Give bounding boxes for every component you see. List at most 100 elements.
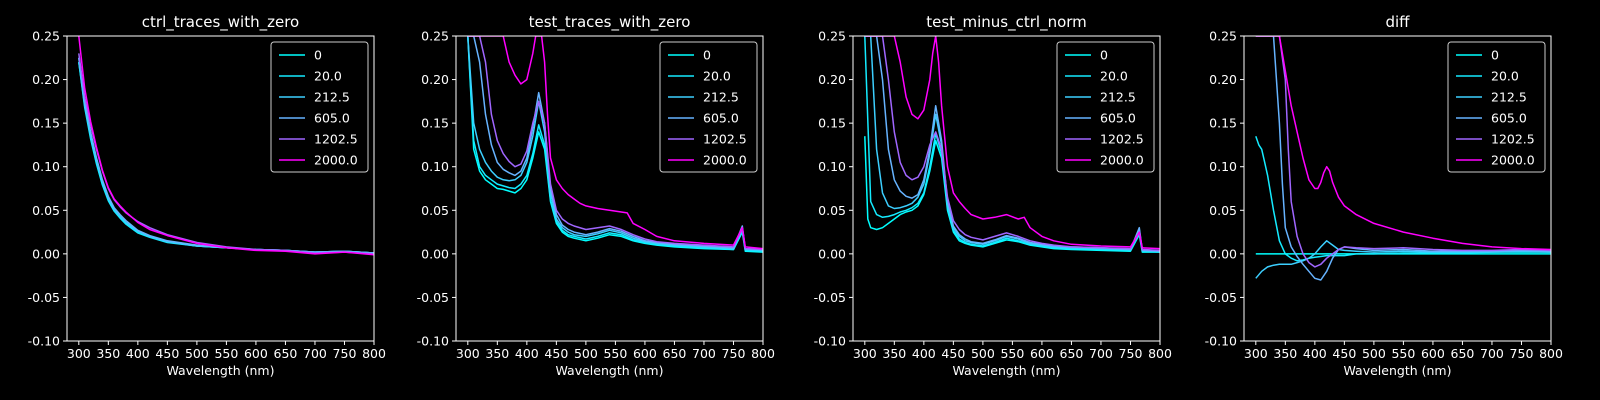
x-tick-label: 350	[882, 346, 906, 361]
series-line-4	[864, 36, 1160, 252]
chart-panel-0: 300 350 400 450 500 550 600 650 700 750 800 -0.10 -0…	[28, 13, 386, 378]
y-tick-label: 0.00	[421, 246, 449, 261]
x-tick-label: 650	[274, 346, 298, 361]
legend-label: 605.0	[1491, 111, 1527, 126]
x-tick-label: 350	[96, 346, 120, 361]
series-line-5	[864, 36, 1160, 250]
series-line-0	[467, 36, 763, 253]
legend-label: 605.0	[1100, 111, 1136, 126]
series-line-4	[467, 36, 763, 251]
legend: 0 20.0 212.5 605.0 1202.5 2000.0	[1447, 41, 1546, 173]
series-line-5	[467, 36, 763, 250]
series-line-3	[1255, 36, 1551, 281]
x-axis-label: Wavelength (nm)	[953, 363, 1061, 378]
series-line-4	[1255, 36, 1551, 268]
y-tick-label: 0.20	[32, 72, 60, 87]
series-line-1	[467, 36, 763, 252]
chart-title: ctrl_traces_with_zero	[142, 13, 299, 32]
x-tick-label: 300	[67, 346, 91, 361]
x-tick-label: 700	[1480, 346, 1504, 361]
y-tick-label: 0.05	[1209, 203, 1237, 218]
series-group	[864, 36, 1160, 253]
legend-label: 20.0	[1491, 69, 1519, 84]
y-tick-label: 0.15	[32, 116, 60, 131]
x-tick-label: 500	[971, 346, 995, 361]
y-tick-label: 0.05	[421, 203, 449, 218]
y-tick-label: 0.10	[421, 159, 449, 174]
legend-label: 0	[1491, 48, 1499, 63]
y-tick-label: -0.10	[1205, 334, 1237, 349]
series-line-2	[864, 36, 1160, 252]
x-tick-label: 750	[722, 346, 746, 361]
legend-label: 20.0	[1100, 69, 1128, 84]
series-line-1	[864, 36, 1160, 253]
legend-label: 1202.5	[703, 132, 747, 147]
y-tick-label: -0.10	[814, 334, 846, 349]
x-tick-label: 300	[853, 346, 877, 361]
chart-title: diff	[1385, 13, 1410, 31]
x-tick-label: 750	[1510, 346, 1534, 361]
y-tick-label: 0.15	[1209, 116, 1237, 131]
legend-label: 212.5	[703, 90, 739, 105]
legend-label: 0	[703, 48, 711, 63]
x-tick-label: 300	[1244, 346, 1268, 361]
legend-label: 212.5	[1491, 90, 1527, 105]
y-tick-label: 0.00	[818, 246, 846, 261]
y-tick-label: 0.10	[818, 159, 846, 174]
series-group	[1255, 36, 1551, 281]
y-tick-label: -0.05	[1205, 290, 1237, 305]
x-tick-label: 550	[214, 346, 238, 361]
y-tick-label: 0.20	[421, 72, 449, 87]
x-axis-label: Wavelength (nm)	[556, 363, 664, 378]
legend-label: 0	[314, 48, 322, 63]
series-line-1	[1255, 135, 1551, 262]
x-tick-label: 550	[1391, 346, 1415, 361]
legend-label: 20.0	[703, 69, 731, 84]
chart-panel-1: 300 350 400 450 500 550 600 650 700 750 800 -0.10 -0…	[417, 13, 775, 378]
y-tick-label: -0.05	[814, 290, 846, 305]
x-tick-label: 800	[751, 346, 775, 361]
x-tick-label: 450	[941, 346, 965, 361]
y-tick-label: 0.25	[32, 29, 60, 44]
y-tick-label: 0.25	[1209, 29, 1237, 44]
x-tick-label: 500	[574, 346, 598, 361]
x-tick-label: 500	[1362, 346, 1386, 361]
x-tick-label: 450	[155, 346, 179, 361]
y-tick-label: 0.00	[1209, 246, 1237, 261]
legend-label: 212.5	[314, 90, 350, 105]
series-line-5	[78, 36, 374, 256]
axes-frame	[852, 35, 1161, 342]
y-tick-label: 0.10	[1209, 159, 1237, 174]
x-tick-label: 800	[1539, 346, 1563, 361]
series-group	[78, 36, 374, 256]
y-tick-label: 0.05	[32, 203, 60, 218]
x-tick-label: 650	[1451, 346, 1475, 361]
legend-label: 605.0	[314, 111, 350, 126]
series-line-3	[467, 36, 763, 251]
legend-label: 2000.0	[1100, 153, 1144, 168]
legend-label: 1202.5	[314, 132, 358, 147]
x-tick-label: 400	[515, 346, 539, 361]
legend-label: 2000.0	[314, 153, 358, 168]
series-group	[467, 36, 763, 253]
chart-title: test_traces_with_zero	[529, 13, 691, 32]
series-line-0	[864, 136, 1160, 253]
axes-frame	[66, 35, 375, 342]
y-tick-label: 0.20	[1209, 72, 1237, 87]
x-tick-label: 800	[1148, 346, 1172, 361]
y-tick-label: 0.10	[32, 159, 60, 174]
x-tick-label: 600	[1421, 346, 1445, 361]
legend: 0 20.0 212.5 605.0 1202.5 2000.0	[1056, 41, 1155, 173]
x-tick-label: 600	[633, 346, 657, 361]
chart-panel-3: 300 350 400 450 500 550 600 650 700 750 800 -0.10 -0…	[1205, 13, 1563, 378]
x-tick-label: 650	[663, 346, 687, 361]
x-tick-label: 550	[1000, 346, 1024, 361]
x-tick-label: 350	[1273, 346, 1297, 361]
legend-label: 2000.0	[703, 153, 747, 168]
legend: 0 20.0 212.5 605.0 1202.5 2000.0	[659, 41, 758, 173]
y-tick-label: 0.00	[32, 246, 60, 261]
axes-frame	[1243, 35, 1552, 342]
x-tick-label: 450	[544, 346, 568, 361]
legend-label: 2000.0	[1491, 153, 1535, 168]
